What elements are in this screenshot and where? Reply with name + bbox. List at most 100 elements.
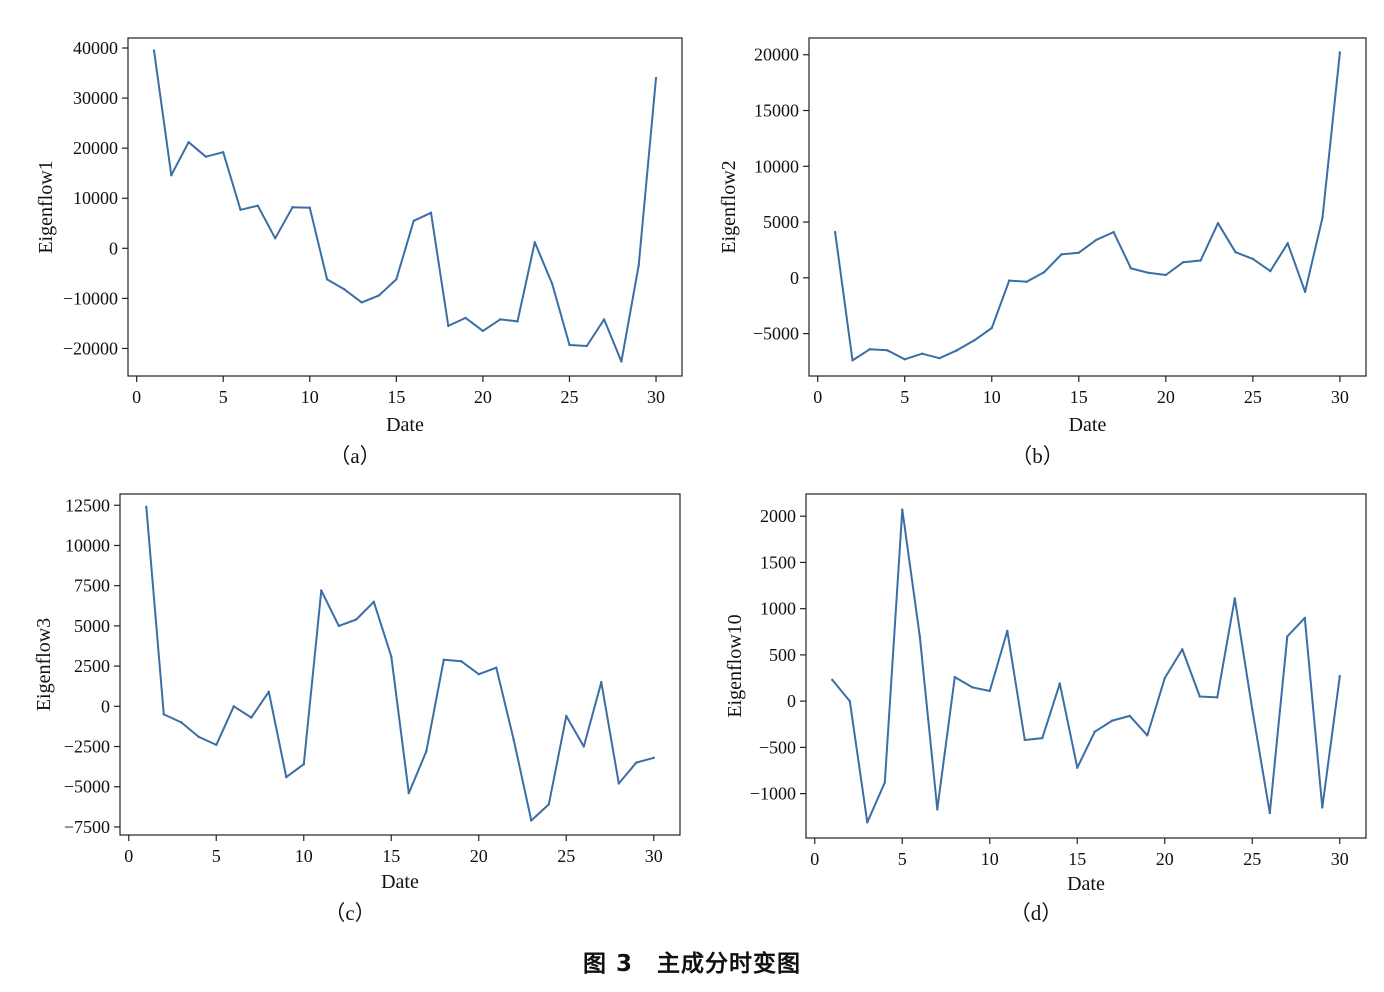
data-point [654,76,658,80]
data-point [866,821,869,824]
y-tick-label: 40000 [73,38,118,58]
data-point [833,230,837,234]
series-line [834,52,1341,362]
data-point [512,738,515,742]
subplot-caption: （b） [1011,444,1064,468]
data-point [1006,629,1009,633]
x-tick-label: 10 [981,849,999,869]
y-tick-label: 2500 [74,656,110,676]
x-tick-label: 0 [124,846,133,866]
x-tick-label: 20 [1156,849,1174,869]
data-point [1182,261,1185,264]
data-point [1181,648,1184,651]
y-tick-label: 0 [787,691,796,711]
data-point [256,204,260,207]
data-point [918,635,921,638]
data-point [1303,616,1306,620]
x-tick-label: 20 [474,387,492,407]
data-point [988,689,991,693]
x-tick-label: 25 [1243,849,1261,869]
data-point [585,344,588,348]
data-point [308,206,311,209]
chart-d: 0 5 10 15 20 25 30 −1000 −500 0 500 1000 1500 2000 Dat… [724,493,1367,925]
data-point [204,155,208,158]
data-point [187,140,190,144]
x-tick-label: 30 [645,846,663,866]
data-point [390,655,393,658]
data-point [903,358,906,361]
data-point [162,713,165,716]
y-tick-label: 20000 [73,138,118,158]
data-point [495,666,498,669]
data-point [320,589,323,592]
data-point [239,208,242,211]
data-point [215,743,218,747]
x-tick-label: 0 [132,387,141,407]
data-point [1146,734,1149,737]
data-point [1007,279,1011,282]
data-point [1111,719,1114,722]
data-point [1251,708,1254,711]
data-point [395,278,398,281]
data-point [425,750,428,753]
data-point [955,349,959,352]
x-tick-label: 30 [647,387,665,407]
y-tick-label: 1000 [760,599,796,619]
plot-frame [127,37,683,377]
y-tick-label: 0 [790,268,799,288]
chart-a: 0 5 10 15 20 25 30 −20000 −10000 0 10000 20000 30000… [35,37,683,468]
data-point [1060,253,1063,256]
y-tick-label: 10000 [65,535,110,555]
data-point [152,49,156,52]
data-point [620,360,623,363]
y-tick-label: 1500 [760,552,796,572]
series-line [145,506,655,822]
data-point [325,278,329,281]
data-point [953,675,956,679]
data-point [1163,676,1166,680]
data-point [1023,738,1026,742]
data-point [971,686,974,689]
subplot-caption: （a） [329,444,380,468]
x-axis-label: Date [1069,414,1107,436]
data-point [831,678,834,682]
x-tick-label: 15 [1068,849,1086,869]
chart-c: 0 5 10 15 20 25 30 −7500 −5000 −2500 0 2500 5000 7500… [33,493,681,925]
x-tick-label: 15 [1070,387,1088,407]
data-point [1234,250,1237,254]
data-point [1077,251,1080,254]
x-tick-label: 0 [813,387,822,407]
data-point [1129,267,1133,270]
subplot-caption: （d） [1010,901,1063,925]
data-point [547,803,550,806]
y-tick-label: 0 [109,238,118,258]
data-point [372,600,375,603]
x-tick-label: 5 [212,846,221,866]
y-tick-label: 7500 [74,576,110,596]
y-tick-label: 5000 [74,616,110,636]
y-tick-label: −1000 [750,784,796,804]
data-point [145,505,148,509]
data-point [1041,736,1044,740]
x-axis-label: Date [381,871,419,893]
data-point [355,618,358,621]
data-point [222,150,225,154]
y-tick-label: 15000 [754,101,799,121]
figure-caption: 图 3 主成分时变图 [582,951,801,977]
y-tick-label: 500 [769,645,796,665]
y-axis-label: Eigenflow3 [33,618,55,711]
data-point [886,349,889,352]
data-point [360,301,363,304]
x-tick-label: 25 [557,846,575,866]
data-point [516,320,519,323]
data-point [285,775,288,779]
data-point [1164,273,1168,277]
x-tick-label: 15 [387,387,405,407]
chart-b: 0 5 10 15 20 25 30 −5000 0 5000 10000 15000 20000 Dat… [718,37,1367,468]
data-point [530,819,533,822]
data-point [901,508,904,511]
data-point [1095,238,1098,242]
data-point [617,782,620,785]
data-point [442,658,445,661]
